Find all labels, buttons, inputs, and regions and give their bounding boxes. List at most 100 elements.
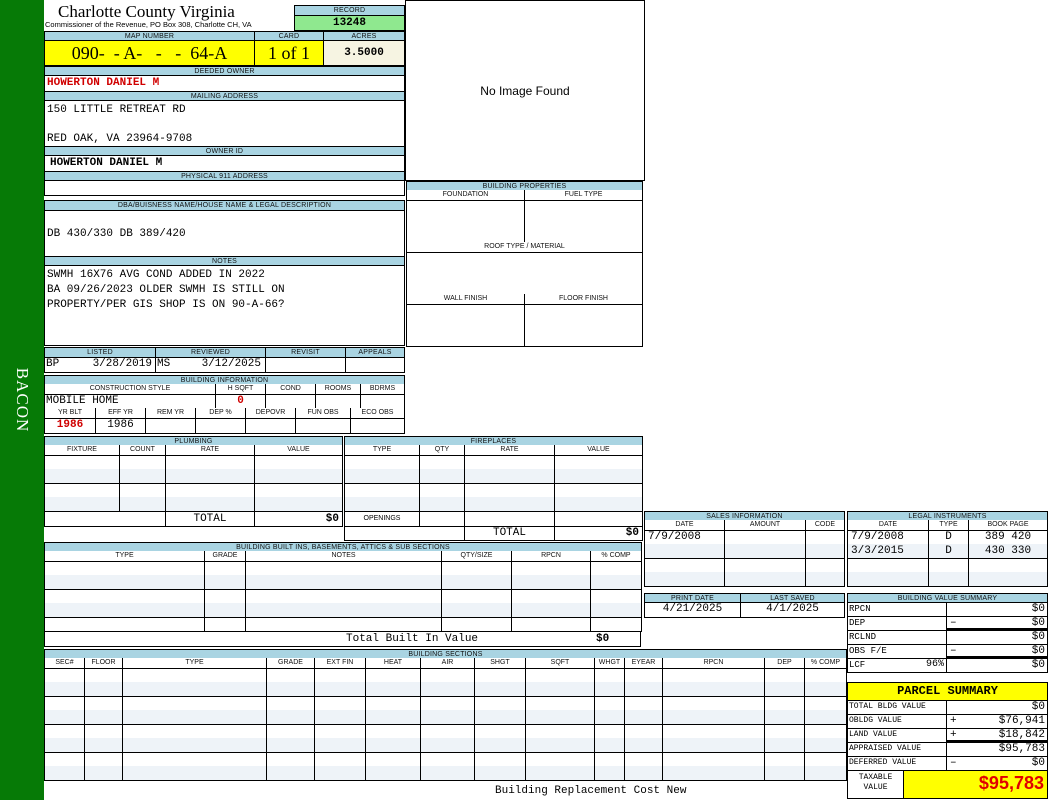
plumbing-cell	[119, 469, 166, 484]
built-ins-cell	[511, 589, 591, 604]
sections-cell	[525, 668, 595, 683]
plumbing-cell	[44, 469, 120, 484]
physical-address-value	[44, 180, 405, 196]
print-date-value: 4/21/2025	[644, 602, 741, 618]
sections-cell	[624, 682, 663, 697]
sections-cell	[624, 752, 663, 767]
value-summary-row-label: OBS F/E	[847, 644, 947, 659]
acres-value: 3.5000	[323, 40, 405, 66]
value-summary-row-value: $0	[946, 658, 1048, 673]
plumbing-cell	[254, 497, 343, 512]
sections-cell	[764, 766, 805, 781]
sections-cell	[84, 682, 123, 697]
sections-cell	[314, 696, 366, 711]
sections-cell	[662, 724, 765, 739]
sections-cell	[804, 766, 847, 781]
plumbing-cell	[254, 469, 343, 484]
parcel-summary-row-label: OBLDG VALUE	[847, 714, 947, 729]
built-ins-column-header: % COMP	[590, 551, 642, 562]
sections-cell	[122, 766, 267, 781]
parcel-summary-row-value: – $0	[946, 756, 1048, 771]
built-ins-cell	[590, 589, 642, 604]
legal-cell	[968, 558, 1048, 573]
sections-cell	[122, 696, 267, 711]
legal-cell	[968, 572, 1048, 587]
sections-cell	[624, 696, 663, 711]
amount: $0	[1031, 757, 1045, 769]
fireplace-total-value: $0	[554, 526, 643, 541]
sections-cell	[662, 668, 765, 683]
sections-cell	[420, 724, 475, 739]
sections-cell	[314, 668, 366, 683]
plumbing-cell	[165, 497, 255, 512]
sign: +	[950, 729, 957, 741]
sections-cell	[474, 738, 526, 753]
sales-cell	[805, 544, 845, 559]
plumbing-cell	[254, 483, 343, 498]
sections-cell	[44, 668, 85, 683]
openings-qty	[419, 512, 465, 527]
sections-cell	[525, 738, 595, 753]
sections-cell	[122, 682, 267, 697]
amount: $76,941	[998, 715, 1045, 727]
plumbing-cell	[165, 455, 255, 470]
fireplace-cell	[419, 497, 465, 512]
built-ins-cell	[441, 575, 512, 590]
sections-cell	[764, 710, 805, 725]
plumbing-cell	[44, 483, 120, 498]
construction-style-value: MOBILE HOME	[44, 394, 216, 409]
fireplace-cell	[554, 483, 643, 498]
sidebar-label: BACON	[13, 367, 32, 433]
sections-cell	[594, 682, 625, 697]
sections-cell	[84, 752, 123, 767]
sections-cell	[594, 710, 625, 725]
legal-cell: 389 420	[968, 530, 1048, 545]
fireplace-cell	[464, 469, 555, 484]
sections-cell	[314, 682, 366, 697]
notes-line: PROPERTY/PER GIS SHOP IS ON 90-A-66?	[47, 299, 285, 311]
sections-cell	[122, 752, 267, 767]
no-image-text: No Image Found	[480, 83, 570, 98]
sections-cell	[764, 668, 805, 683]
sections-cell	[804, 710, 847, 725]
reviewed-by: MS	[157, 358, 171, 370]
sections-cell	[474, 724, 526, 739]
sections-cell	[804, 752, 847, 767]
legal-cell: 7/9/2008	[847, 530, 929, 545]
sales-cell: 7/9/2008	[644, 530, 725, 545]
sections-cell	[420, 738, 475, 753]
built-ins-cell	[245, 561, 442, 576]
mailing-line-1: 150 LITTLE RETREAT RD	[47, 104, 186, 116]
amount: $0	[1031, 659, 1045, 671]
sections-cell	[365, 752, 421, 767]
sections-cell	[764, 752, 805, 767]
sections-cell	[474, 710, 526, 725]
eco-obs-label: ECO OBS	[350, 408, 405, 419]
built-ins-cell	[204, 603, 246, 618]
sections-cell	[122, 710, 267, 725]
built-ins-cell	[245, 589, 442, 604]
built-ins-cell	[44, 561, 205, 576]
built-ins-cell	[204, 561, 246, 576]
sections-cell	[365, 668, 421, 683]
sections-cell	[84, 710, 123, 725]
plumbing-total-label: TOTAL	[165, 512, 255, 527]
value-summary-label: BUILDING VALUE SUMMARY	[847, 593, 1048, 603]
taxable-value: $95,783	[903, 770, 1048, 799]
sections-cell	[764, 738, 805, 753]
legal-cell: 3/3/2015	[847, 544, 929, 559]
sections-cell	[804, 696, 847, 711]
roof-type-value	[406, 252, 643, 295]
sales-column-header: CODE	[805, 520, 845, 531]
sign: +	[950, 715, 957, 727]
sections-cell	[594, 766, 625, 781]
owner-id-value: HOWERTON DANIEL M	[44, 155, 405, 172]
openings-label: OPENINGS	[344, 512, 420, 527]
fireplace-cell	[344, 455, 420, 470]
sections-cell	[474, 766, 526, 781]
sections-cell	[420, 682, 475, 697]
sections-cell	[44, 710, 85, 725]
page-subtitle: Commissioner of the Revenue, PO Box 308,…	[45, 20, 252, 29]
plumbing-cell	[165, 469, 255, 484]
bdrms-value	[360, 394, 405, 409]
